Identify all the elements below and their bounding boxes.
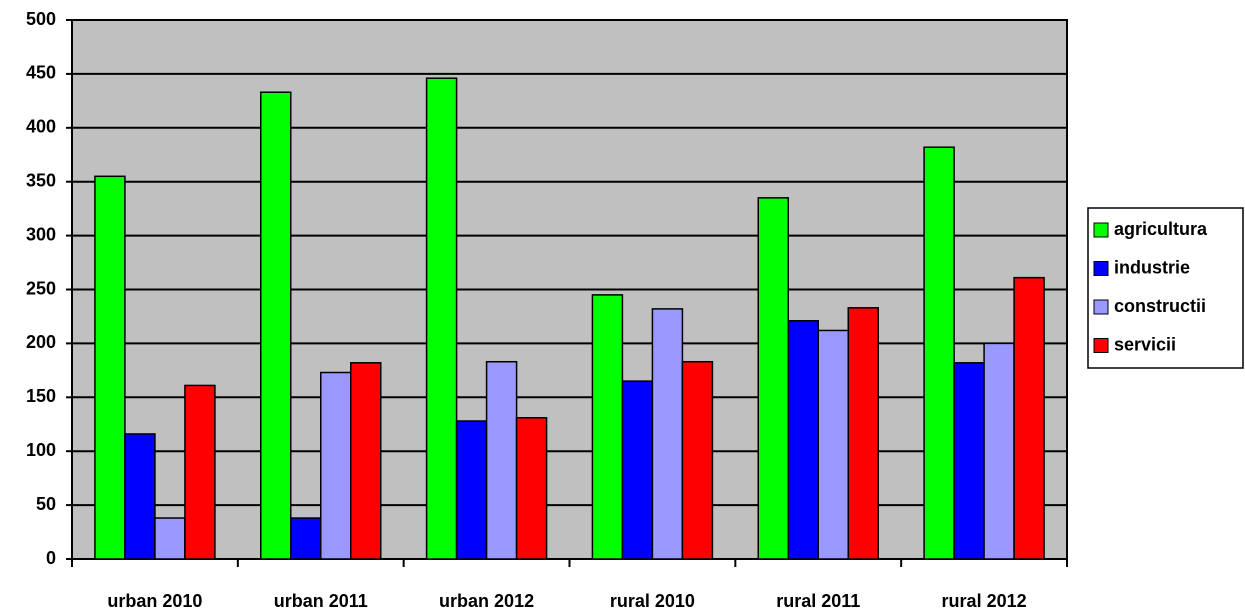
bar: [94, 175, 126, 560]
bar: [1013, 276, 1045, 560]
bar: [953, 362, 985, 560]
bar: [515, 417, 548, 560]
bar: [621, 380, 654, 560]
bar: [681, 360, 714, 560]
bar: [320, 371, 352, 560]
legend-swatch: [1093, 261, 1109, 276]
legend-swatch: [1093, 338, 1109, 353]
bar: [787, 320, 819, 560]
bar: [485, 360, 518, 560]
bar: [757, 197, 789, 560]
bar: [184, 384, 216, 560]
bar: [817, 329, 849, 560]
bar: [455, 420, 488, 560]
bar: [983, 342, 1015, 560]
legend-swatch: [1093, 222, 1109, 238]
legend-label: servicii: [1114, 334, 1176, 354]
y-tick-label: 350: [26, 170, 56, 190]
bar: [923, 146, 955, 560]
y-tick-label: 450: [26, 63, 56, 83]
legend-label: industrie: [1114, 257, 1190, 277]
bar: [154, 517, 186, 560]
x-tick-label: rural 2012: [942, 591, 1027, 611]
y-tick-label: 300: [26, 224, 56, 244]
y-tick-label: 250: [26, 278, 56, 298]
x-tick-label: urban 2012: [439, 591, 534, 611]
bar: [847, 307, 879, 560]
bar: [124, 433, 156, 560]
y-tick-label: 500: [26, 9, 56, 29]
x-tick-label: urban 2011: [274, 591, 368, 611]
legend-label: constructii: [1114, 296, 1206, 316]
y-tick-label: 0: [46, 548, 56, 568]
bar: [260, 91, 292, 560]
y-tick-label: 150: [26, 386, 56, 406]
bar: [290, 517, 322, 560]
bar: [425, 77, 458, 560]
legend-swatch: [1093, 299, 1109, 315]
legend-box: [1087, 207, 1244, 369]
y-tick-label: 200: [26, 332, 56, 352]
x-tick-label: rural 2011: [776, 591, 860, 611]
y-tick-label: 50: [36, 494, 56, 514]
y-tick-label: 400: [26, 117, 56, 137]
x-tick-label: rural 2010: [610, 591, 695, 611]
bar: [350, 362, 382, 560]
legend-label: agricultura: [1114, 219, 1208, 239]
y-tick-label: 100: [26, 440, 56, 460]
x-tick-label: urban 2010: [107, 591, 202, 611]
bar: [651, 308, 684, 560]
bar: [591, 294, 624, 560]
